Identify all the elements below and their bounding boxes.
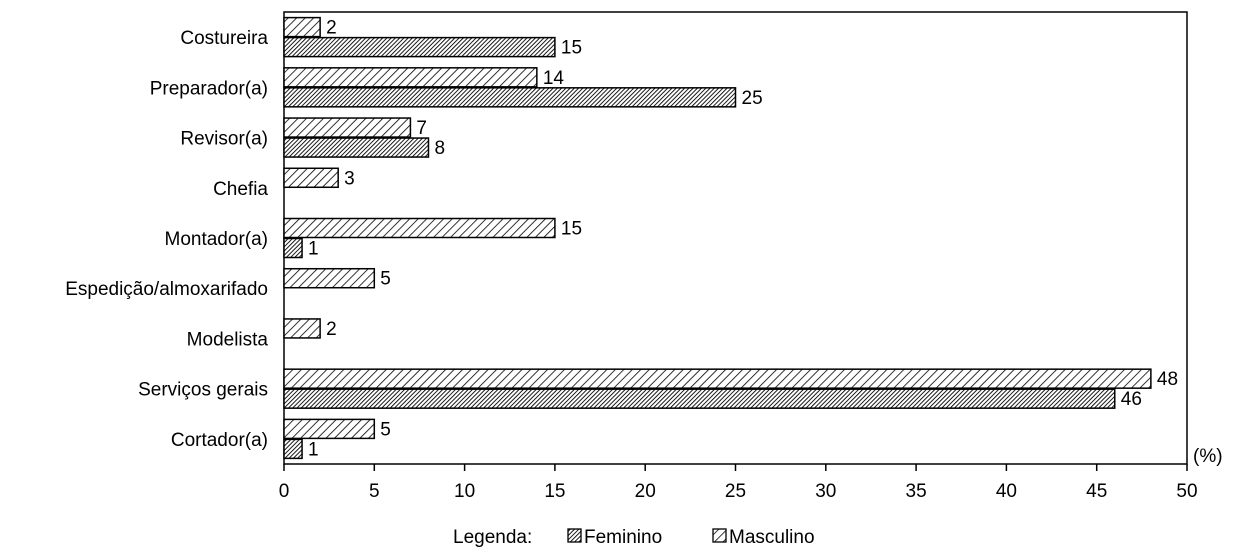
data-label: 1	[308, 239, 319, 260]
data-label: 1	[308, 439, 319, 460]
bar-feminino	[283, 87, 737, 108]
axis-layer: 0 5 10 15 20 25 30 35 40 45 50 (%)	[279, 446, 1223, 502]
data-label: 5	[380, 269, 391, 290]
category-label: Chefia	[213, 179, 268, 200]
unit-label: (%)	[1193, 446, 1223, 467]
data-label: 8	[434, 138, 445, 159]
bar-feminino	[283, 388, 1116, 409]
category-label: Costureira	[180, 28, 268, 49]
x-tick-label: 15	[544, 481, 565, 502]
legend: Legenda: Feminino Masculino	[453, 527, 815, 548]
data-label: 46	[1121, 389, 1142, 410]
legend-label-masculino: Masculino	[729, 527, 815, 548]
category-label: Cortador(a)	[171, 430, 268, 451]
bar-masculino	[283, 67, 538, 88]
category-label: Montador(a)	[165, 229, 269, 250]
bar-masculino	[283, 318, 321, 339]
legend-title: Legenda:	[453, 527, 532, 548]
x-tick-label: 0	[279, 481, 290, 502]
x-tick-label: 5	[369, 481, 380, 502]
legend-label-feminino: Feminino	[584, 527, 662, 548]
data-label: 7	[416, 118, 427, 139]
x-tick-label: 10	[454, 481, 475, 502]
bar-masculino	[283, 217, 556, 239]
data-label: 25	[742, 88, 763, 109]
bars-layer	[283, 16, 1152, 460]
data-label: 2	[326, 18, 337, 39]
x-tick-label: 50	[1176, 481, 1197, 502]
legend-swatch-masculino	[712, 528, 727, 543]
bar-masculino	[283, 167, 339, 189]
bar-masculino	[283, 267, 376, 289]
data-label: 15	[561, 38, 582, 59]
x-tick-label: 40	[996, 481, 1017, 502]
bar-feminino	[283, 438, 303, 460]
data-label: 48	[1157, 369, 1178, 390]
bar-feminino	[283, 237, 303, 259]
bar-feminino	[283, 137, 430, 158]
bar-masculino	[283, 117, 412, 138]
category-label: Modelista	[187, 329, 269, 350]
category-label: Espedição/almoxarifado	[65, 279, 268, 300]
bar-feminino	[283, 36, 556, 58]
x-tick-label: 45	[1086, 481, 1107, 502]
bar-masculino	[283, 418, 376, 440]
bar-masculino	[283, 368, 1152, 389]
category-label: Revisor(a)	[180, 129, 268, 150]
category-label: Preparador(a)	[150, 78, 268, 99]
x-tick-label: 30	[815, 481, 836, 502]
legend-swatch-feminino	[567, 528, 582, 543]
data-label: 14	[543, 68, 565, 89]
x-tick-label: 25	[725, 481, 746, 502]
data-label: 15	[561, 219, 582, 240]
data-label: 2	[326, 319, 337, 340]
category-label: Serviços gerais	[138, 380, 268, 401]
x-tick-label: 20	[635, 481, 656, 502]
bar-masculino	[283, 16, 321, 38]
data-label: 3	[344, 168, 355, 189]
x-tick-label: 35	[906, 481, 927, 502]
data-label: 5	[380, 419, 391, 440]
